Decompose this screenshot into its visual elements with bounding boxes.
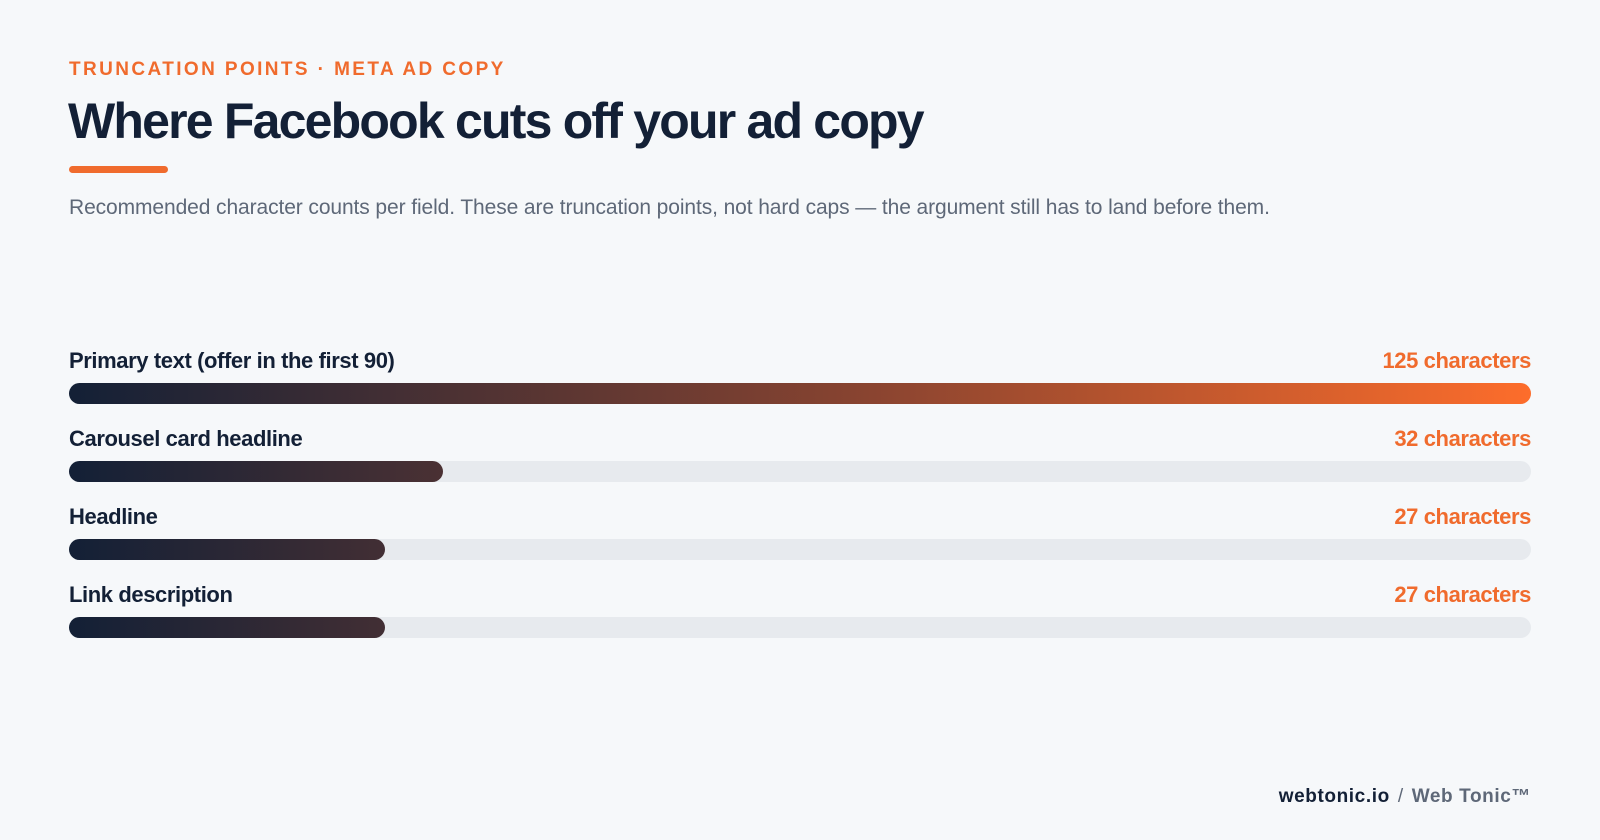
bar-fill bbox=[69, 539, 385, 560]
bar-row: Link description 27 characters bbox=[69, 578, 1531, 656]
bar-label: Link description bbox=[69, 582, 233, 607]
bar-track bbox=[69, 617, 1531, 638]
bar-fill bbox=[69, 461, 444, 482]
bar-label: Headline bbox=[69, 504, 158, 529]
eyebrow-label: TRUNCATION POINTS · META AD COPY bbox=[69, 59, 506, 80]
bar-track bbox=[69, 539, 1531, 560]
bar-row: Primary text (offer in the first 90) 125 … bbox=[69, 344, 1531, 422]
bar-value-label: 125 characters bbox=[1382, 348, 1531, 373]
bar-value-label: 27 characters bbox=[1394, 504, 1531, 529]
page-subtitle: Recommended character counts per field. … bbox=[69, 196, 1270, 219]
footer-credit: webtonic.io / Web Tonic™ bbox=[1279, 786, 1531, 808]
bar-label: Primary text (offer in the first 90) bbox=[69, 348, 395, 373]
footer-separator: / bbox=[1397, 786, 1404, 807]
bar-fill bbox=[69, 383, 1531, 404]
footer-domain: webtonic.io bbox=[1278, 786, 1390, 807]
bar-fill bbox=[69, 617, 385, 638]
bar-track bbox=[69, 383, 1531, 404]
title-underline bbox=[69, 166, 168, 173]
bar-chart: Primary text (offer in the first 90) 125 … bbox=[69, 344, 1531, 656]
page-title: Where Facebook cuts off your ad copy bbox=[68, 93, 925, 149]
bar-row: Headline 27 characters bbox=[69, 500, 1531, 578]
bar-row: Carousel card headline 32 characters bbox=[69, 422, 1531, 500]
bar-track bbox=[69, 461, 1531, 482]
footer-brand: Web Tonic™ bbox=[1411, 786, 1531, 807]
bar-value-label: 27 characters bbox=[1394, 582, 1531, 607]
bar-value-label: 32 characters bbox=[1394, 426, 1531, 451]
bar-label: Carousel card headline bbox=[69, 426, 303, 451]
